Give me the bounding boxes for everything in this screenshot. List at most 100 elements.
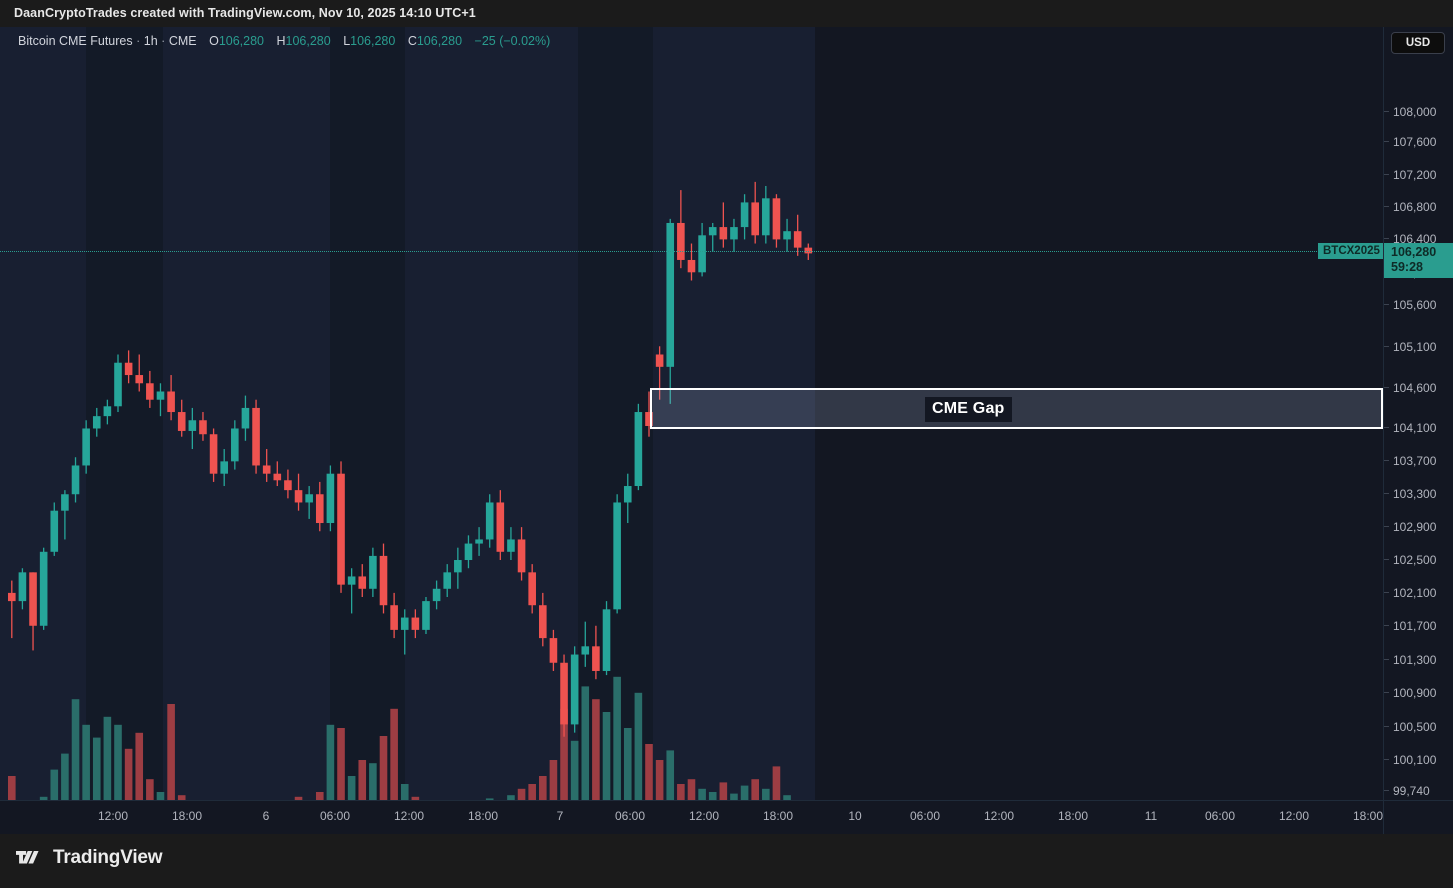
candle-body <box>114 362 122 407</box>
candle-body <box>305 494 313 503</box>
candle-body <box>188 420 197 431</box>
candle-body <box>762 198 770 236</box>
candle-body <box>8 592 16 602</box>
volume-bar <box>698 788 706 800</box>
candle-body <box>39 551 48 626</box>
candle-body <box>751 202 759 236</box>
volume-bar <box>294 796 303 800</box>
candle-body <box>284 480 292 491</box>
volume-bar <box>560 708 568 800</box>
volume-bar <box>347 776 356 800</box>
time-tick-label: 06:00 <box>319 809 351 823</box>
candle-body <box>634 412 643 487</box>
candle-body <box>422 601 430 630</box>
candle-body <box>645 412 653 427</box>
candle-body <box>167 391 175 413</box>
volume-bar <box>719 782 728 800</box>
volume-bar <box>326 724 335 800</box>
volume-bar <box>730 793 738 800</box>
tick-dash <box>1384 559 1389 560</box>
tick-dash <box>1384 790 1389 791</box>
candle-body <box>326 473 335 524</box>
volume-bar <box>634 692 643 800</box>
price-tick-label: 102,100 <box>1393 586 1437 600</box>
legend-close-value: 106,280 <box>416 34 463 48</box>
legend-interval[interactable]: 1h <box>143 34 158 48</box>
candle-body <box>496 502 505 552</box>
tick-dash <box>1384 111 1389 112</box>
candle-body <box>18 572 27 602</box>
price-scale[interactable]: USD 108,000 107,600 107,200 106,800 106,400 1… <box>1383 27 1453 826</box>
time-scale[interactable]: 12:00 18:00 6 06:00 12:00 18:00 7 06:00 12:00 18:… <box>0 800 1453 835</box>
volume-bar <box>623 728 632 800</box>
session-band <box>0 27 86 800</box>
volume-bar <box>666 750 675 800</box>
volume-bar <box>114 724 122 800</box>
tradingview-logo[interactable]: TradingView <box>16 847 163 869</box>
price-tick-label: 102,500 <box>1393 553 1437 567</box>
time-tick-label: 18:00 <box>1352 809 1384 823</box>
candle-body <box>273 473 282 481</box>
candle-body <box>560 662 568 725</box>
volume-bar <box>581 686 590 800</box>
price-tick-label: 100,900 <box>1393 686 1437 700</box>
volume-bar <box>167 704 175 800</box>
currency-chip[interactable]: USD <box>1391 32 1445 54</box>
watermark-bar: DaanCryptoTrades created with TradingVie… <box>0 0 1453 27</box>
volume-bar <box>528 784 536 800</box>
tick-dash <box>1384 346 1389 347</box>
price-tick-label: 104,600 <box>1393 381 1437 395</box>
time-tick-label: 6 <box>262 809 270 823</box>
candle-body <box>50 510 59 552</box>
legend-high-value: 106,280 <box>285 34 331 48</box>
price-tick-label: 105,600 <box>1393 298 1437 312</box>
candle-body <box>82 428 90 466</box>
price-tick-label: 103,300 <box>1393 487 1437 501</box>
time-tick-label: 12:00 <box>1278 809 1310 823</box>
tick-dash <box>1384 174 1389 175</box>
symbol-price-tag: BTCX2025 <box>1318 243 1383 259</box>
price-tick-label: 100,100 <box>1393 753 1437 767</box>
volume-bar <box>677 784 685 800</box>
current-price-line <box>0 251 1383 252</box>
tick-dash <box>1384 759 1389 760</box>
candle-body <box>730 227 738 240</box>
volume-bar <box>358 760 367 800</box>
volume-bar <box>92 737 101 800</box>
candle-body <box>507 539 515 552</box>
price-tick: 100,500 <box>1384 720 1436 734</box>
legend-symbol[interactable]: Bitcoin CME Futures <box>18 34 133 48</box>
tick-dash <box>1384 493 1389 494</box>
volume-bar <box>507 795 515 800</box>
price-tick: 102,100 <box>1384 586 1437 600</box>
cme-gap-label[interactable]: CME Gap <box>925 397 1012 422</box>
watermark-text: DaanCryptoTrades created with TradingVie… <box>14 6 476 20</box>
candle-body <box>655 354 664 367</box>
candle-body <box>71 465 80 495</box>
candle-body <box>199 420 207 435</box>
tick-dash <box>1384 726 1389 727</box>
time-tick-label: 12:00 <box>983 809 1015 823</box>
price-tick: 105,600 <box>1384 298 1437 312</box>
volume-bar <box>751 779 759 800</box>
volume-bar <box>82 724 90 800</box>
candle-body <box>698 235 706 273</box>
candle-body <box>241 407 250 429</box>
candle-body <box>146 383 154 400</box>
chart-legend: Bitcoin CME Futures · 1h · CME O106,280 … <box>18 34 550 48</box>
volume-bar <box>539 776 547 800</box>
volume-bar <box>337 728 345 800</box>
candle-body <box>156 391 165 400</box>
price-tick: 101,700 <box>1384 619 1436 633</box>
legend-open-value: 106,280 <box>218 34 264 48</box>
volume-bar <box>315 792 324 800</box>
time-tick-label: 06:00 <box>1204 809 1236 823</box>
chart-canvas[interactable]: BTCX2025 CME Gap Bitcoin CME Futures · 1… <box>0 27 1383 800</box>
volume-bar <box>602 712 611 800</box>
tick-dash <box>1384 692 1389 693</box>
cme-gap-box[interactable] <box>650 388 1383 429</box>
volume-bar <box>156 792 165 800</box>
tick-dash <box>1384 625 1389 626</box>
candle-body <box>475 539 483 544</box>
volume-bar <box>740 785 749 800</box>
